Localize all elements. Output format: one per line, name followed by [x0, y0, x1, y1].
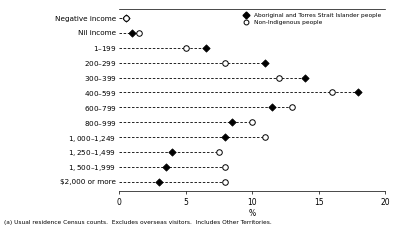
Point	[262, 135, 268, 139]
Text: (a) Usual residence Census counts.  Excludes overseas visitors.  Includes Other : (a) Usual residence Census counts. Exclu…	[4, 220, 272, 225]
Point	[123, 16, 129, 20]
Point	[276, 76, 282, 79]
Point	[249, 120, 255, 124]
Point	[355, 91, 362, 94]
Point	[216, 150, 222, 154]
Point	[289, 106, 295, 109]
Point	[229, 120, 235, 124]
Point	[202, 46, 209, 49]
Point	[222, 61, 229, 64]
X-axis label: %: %	[249, 209, 256, 218]
Point	[222, 135, 229, 139]
Point	[169, 150, 175, 154]
Legend: Aboriginal and Torres Strait Islander people, Non-Indigenous people: Aboriginal and Torres Strait Islander pe…	[239, 12, 382, 26]
Point	[136, 31, 142, 35]
Point	[182, 46, 189, 49]
Point	[262, 61, 268, 64]
Point	[269, 106, 275, 109]
Point	[156, 180, 162, 184]
Point	[302, 76, 308, 79]
Point	[162, 165, 169, 169]
Point	[222, 165, 229, 169]
Point	[123, 16, 129, 20]
Point	[329, 91, 335, 94]
Point	[222, 180, 229, 184]
Point	[129, 31, 135, 35]
